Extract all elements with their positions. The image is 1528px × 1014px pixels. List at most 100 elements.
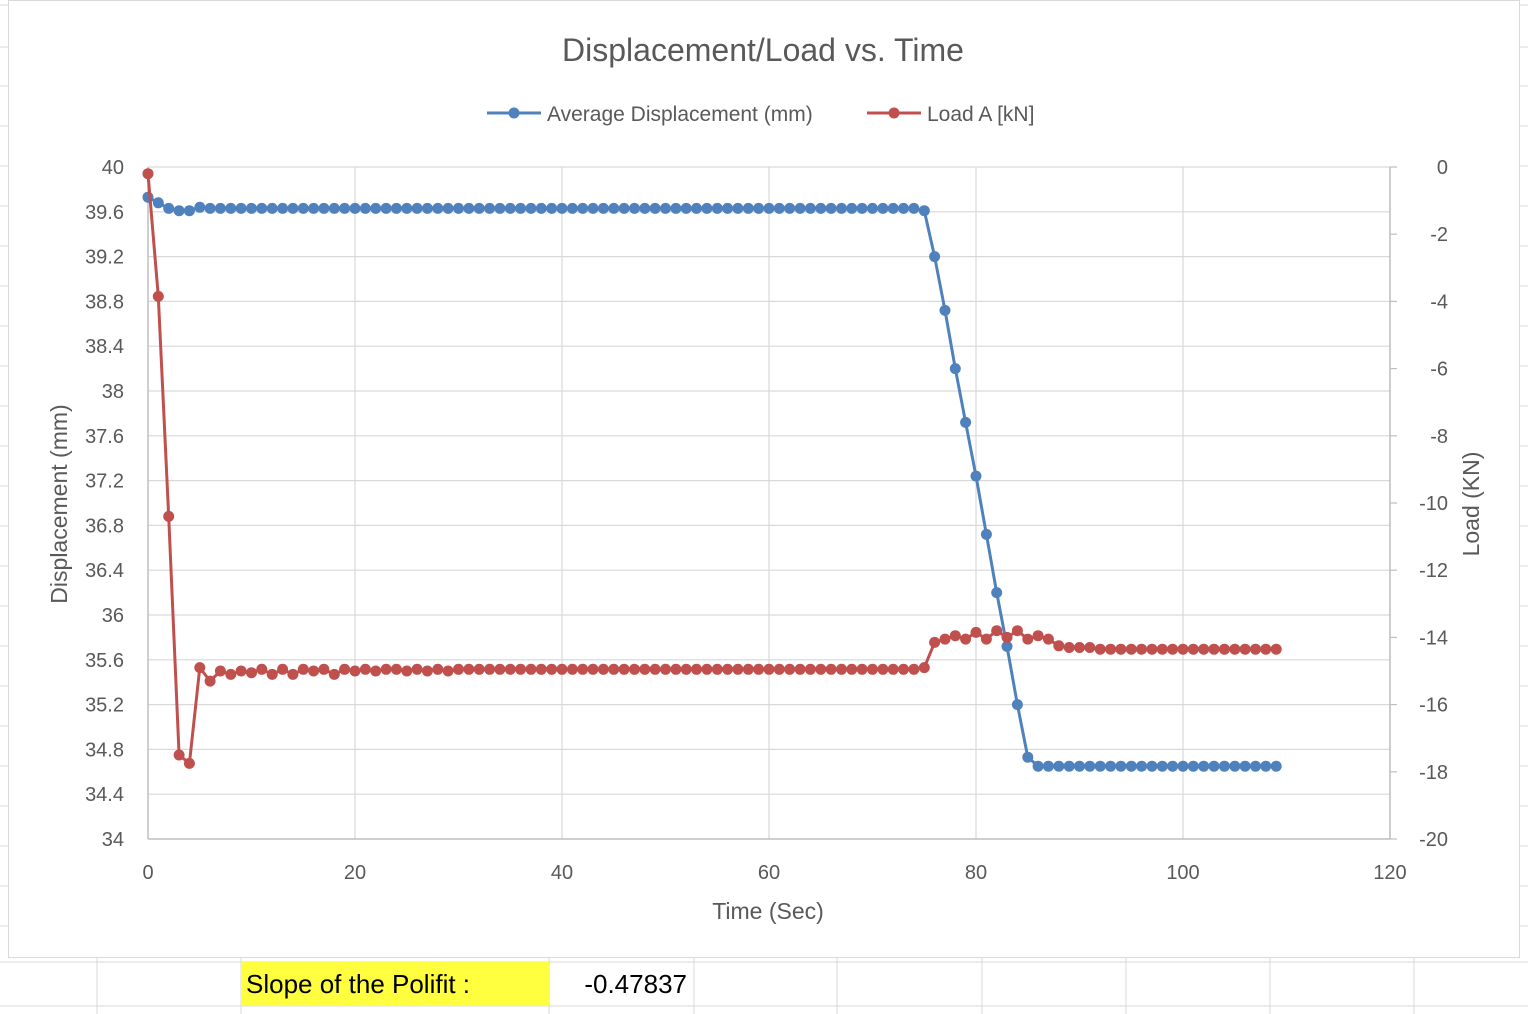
data-point-0	[711, 202, 723, 214]
data-point-1	[1053, 640, 1065, 652]
data-point-0	[815, 202, 827, 214]
slope-label-cell[interactable]: Slope of the Polifit :	[241, 962, 549, 1006]
data-point-0	[587, 202, 599, 214]
legend-label-load: Load A [kN]	[927, 103, 1034, 126]
y-tick-label: 34.8	[85, 739, 124, 761]
data-point-0	[1260, 760, 1272, 772]
plot-series	[142, 168, 1282, 772]
data-point-1	[908, 663, 920, 675]
legend-marker-load	[888, 107, 900, 119]
data-point-1	[970, 626, 982, 638]
y-tick-label: 38.4	[85, 336, 124, 358]
y2-axis-label: Load (KN)	[1458, 452, 1484, 557]
data-point-1	[1022, 633, 1034, 645]
data-point-0	[898, 202, 909, 214]
data-point-1	[1084, 642, 1096, 653]
data-point-0	[515, 202, 527, 214]
data-point-0	[991, 587, 1003, 599]
data-point-0	[939, 304, 951, 316]
data-point-0	[246, 202, 257, 214]
chart-title: Displacement/Load vs. Time	[562, 32, 964, 68]
data-point-0	[380, 202, 392, 214]
data-point-0	[1011, 699, 1023, 711]
data-point-1	[173, 749, 185, 761]
x-tick-label: 40	[551, 862, 573, 884]
data-point-0	[152, 197, 164, 209]
y-axis-label: Displacement (mm)	[46, 404, 72, 603]
data-point-0	[670, 202, 682, 214]
data-point-1	[867, 663, 878, 675]
data-point-1	[670, 663, 682, 675]
series-0	[142, 191, 1282, 772]
data-point-0	[608, 202, 620, 214]
data-point-1	[1146, 643, 1158, 655]
data-point-0	[639, 202, 651, 214]
data-point-0	[1022, 751, 1034, 763]
data-point-0	[732, 202, 744, 214]
data-point-0	[1198, 760, 1210, 772]
data-point-0	[494, 202, 506, 214]
data-point-1	[639, 663, 651, 675]
data-point-0	[691, 202, 702, 214]
data-point-0	[266, 202, 278, 214]
data-point-1	[297, 663, 309, 675]
data-point-1	[442, 665, 454, 677]
data-point-0	[214, 202, 226, 214]
data-point-1	[1187, 643, 1199, 655]
data-point-0	[1156, 760, 1168, 772]
data-point-1	[1167, 643, 1179, 655]
data-point-0	[1125, 760, 1137, 772]
data-point-1	[1115, 643, 1127, 655]
data-point-0	[163, 202, 175, 214]
data-point-0	[225, 202, 237, 214]
data-point-1	[566, 663, 578, 675]
data-point-0	[1177, 760, 1189, 772]
data-point-1	[763, 663, 775, 675]
y-tick-label: 39.2	[85, 247, 124, 269]
data-point-1	[1260, 643, 1272, 655]
data-point-1	[380, 663, 392, 675]
chart-area[interactable]: Displacement/Load vs. Time Average Displ…	[8, 0, 1520, 958]
data-point-1	[1198, 643, 1210, 655]
series-line-0	[147, 195, 1277, 768]
data-point-1	[401, 665, 413, 677]
data-point-0	[887, 202, 899, 214]
data-point-0	[577, 202, 589, 214]
data-point-0	[660, 202, 671, 214]
data-point-1	[287, 668, 299, 680]
data-point-0	[432, 202, 444, 214]
data-point-0	[949, 363, 961, 375]
data-point-0	[442, 202, 454, 214]
data-point-1	[804, 663, 816, 675]
data-point-0	[401, 202, 413, 214]
data-point-1	[649, 663, 661, 675]
data-point-1	[266, 668, 278, 680]
data-point-1	[411, 663, 423, 675]
data-point-0	[908, 202, 920, 214]
tick-labels: 34 34.4 34.8 35.2 35.6 36 36.4 36.8 37.2 37.6 38 38…	[85, 157, 1448, 884]
gridlines	[148, 166, 1391, 839]
data-point-1	[214, 665, 226, 677]
data-point-1	[473, 663, 485, 675]
data-point-0	[463, 202, 475, 214]
data-point-1	[277, 663, 289, 675]
y2-tick-label: -12	[1419, 560, 1448, 582]
data-point-0	[1229, 760, 1241, 772]
data-point-1	[784, 663, 796, 675]
legend-marker-displacement	[508, 107, 520, 119]
data-point-0	[1208, 760, 1220, 772]
data-point-1	[898, 663, 909, 675]
data-point-1	[256, 663, 268, 675]
data-point-0	[1136, 760, 1148, 772]
y2-tick-label: -16	[1419, 695, 1448, 717]
y2-tick-label: -2	[1430, 224, 1448, 246]
data-point-0	[1270, 760, 1282, 772]
data-point-1	[1001, 631, 1013, 643]
data-point-1	[1136, 643, 1148, 655]
data-point-0	[556, 202, 568, 214]
data-point-1	[618, 663, 630, 675]
data-point-1	[856, 663, 868, 675]
y-tick-label: 36.8	[85, 515, 124, 537]
slope-value-cell[interactable]: -0.47837	[584, 969, 687, 999]
chart-canvas: Displacement/Load vs. Time Average Displ…	[46, 32, 1484, 924]
